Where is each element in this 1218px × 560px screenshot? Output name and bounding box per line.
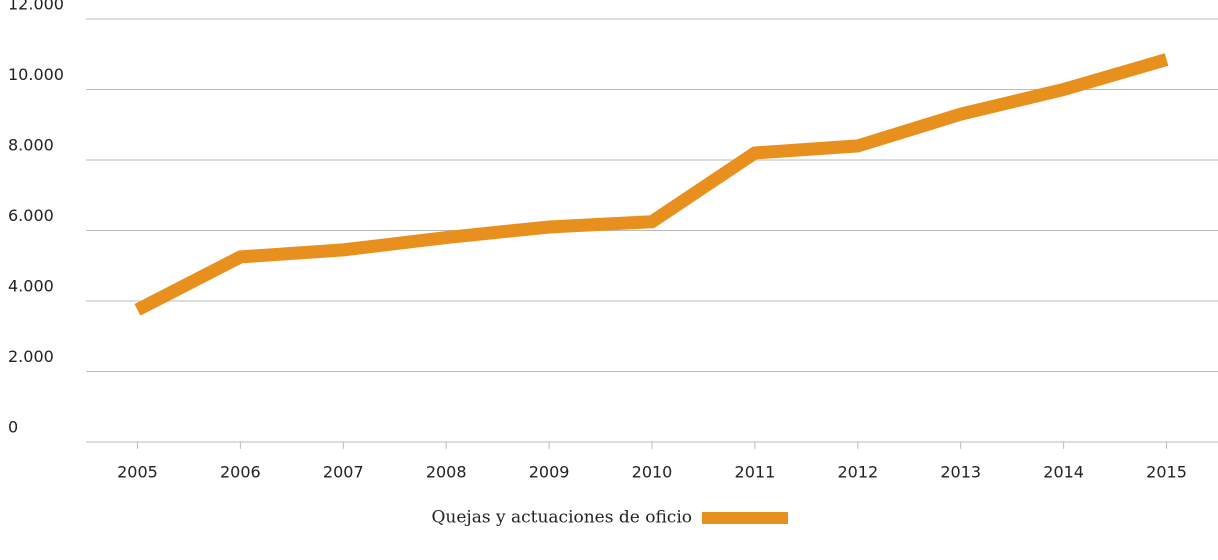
x-tick-label: 2005 (117, 463, 158, 482)
x-tick-label: 2010 (632, 463, 673, 482)
x-tick-label: 2007 (323, 463, 364, 482)
x-tick-label: 2014 (1043, 463, 1084, 482)
y-tick-label: 10.000 (8, 65, 64, 84)
x-tick-label: 2011 (735, 463, 776, 482)
y-tick-label: 6.000 (8, 206, 54, 225)
x-tick-label: 2009 (529, 463, 570, 482)
y-tick-label: 12.000 (8, 0, 64, 14)
x-tick-label: 2013 (940, 463, 981, 482)
x-tick-label: 2012 (837, 463, 878, 482)
legend-label: Quejas y actuaciones de oficio (431, 508, 692, 528)
x-tick-label: 2008 (426, 463, 467, 482)
line (134, 53, 1169, 316)
y-tick-label: 8.000 (8, 136, 54, 155)
y-tick-label: 0 (8, 418, 18, 437)
legend-swatch (702, 512, 788, 524)
y-tick-label: 2.000 (8, 347, 54, 366)
x-tick-label: 2015 (1146, 463, 1187, 482)
y-tick-label: 4.000 (8, 277, 54, 296)
x-tick-label: 2006 (220, 463, 261, 482)
